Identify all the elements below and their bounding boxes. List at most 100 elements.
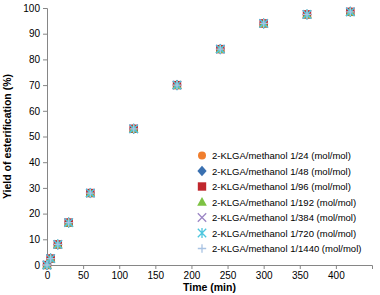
tick-label: 0 bbox=[45, 270, 51, 281]
tick: 300 bbox=[256, 265, 273, 281]
y-axis: 0102030405060708090100 bbox=[23, 3, 47, 271]
legend-label: 2-KLGA/methanol 1/720 (mol/mol) bbox=[212, 228, 356, 239]
legend-label: 2-KLGA/methanol 1/384 (mol/mol) bbox=[212, 212, 356, 223]
tick-mark bbox=[83, 265, 84, 269]
point bbox=[43, 261, 51, 269]
point bbox=[86, 188, 94, 198]
point bbox=[46, 254, 54, 262]
point bbox=[173, 81, 181, 89]
point bbox=[43, 261, 51, 269]
tick: 100 bbox=[111, 265, 128, 281]
legend-symbol bbox=[197, 166, 206, 177]
tick-label: 90 bbox=[29, 28, 41, 39]
point bbox=[64, 217, 73, 228]
tick-label: 60 bbox=[29, 106, 41, 117]
point bbox=[259, 19, 267, 27]
point bbox=[216, 45, 224, 53]
tick-mark bbox=[43, 137, 47, 138]
tick: 70 bbox=[29, 80, 47, 91]
tick-mark bbox=[300, 265, 301, 269]
point bbox=[303, 10, 311, 18]
tick-label: 40 bbox=[29, 157, 41, 168]
point bbox=[173, 80, 181, 90]
legend-label: 2-KLGA/methanol 1/96 (mol/mol) bbox=[212, 181, 351, 192]
point bbox=[173, 81, 181, 89]
legend-symbol bbox=[198, 228, 206, 238]
point bbox=[346, 8, 354, 16]
point bbox=[303, 10, 311, 18]
point bbox=[43, 260, 51, 270]
tick: 100 bbox=[23, 3, 47, 14]
point bbox=[64, 218, 72, 226]
point bbox=[259, 18, 267, 28]
tick-label: 350 bbox=[292, 270, 309, 281]
series bbox=[42, 7, 355, 269]
point bbox=[86, 189, 94, 197]
tick-mark bbox=[155, 265, 156, 269]
point bbox=[129, 124, 137, 134]
tick-mark bbox=[43, 162, 47, 163]
point bbox=[64, 218, 72, 228]
tick-label: 400 bbox=[328, 270, 345, 281]
tick: 40 bbox=[29, 157, 47, 168]
point bbox=[129, 125, 137, 133]
tick-label: 100 bbox=[23, 3, 40, 14]
legend-label: 2-KLGA/methanol 1/1440 (mol/mol) bbox=[212, 243, 361, 254]
tick-mark bbox=[43, 8, 47, 9]
point bbox=[346, 8, 354, 16]
tick: 50 bbox=[78, 265, 90, 281]
point bbox=[53, 239, 62, 250]
legend-item: 2-KLGA/methanol 1/48 (mol/mol) bbox=[197, 166, 350, 177]
tick-label: 300 bbox=[256, 270, 273, 281]
legend-item: 2-KLGA/methanol 1/192 (mol/mol) bbox=[197, 197, 356, 208]
point bbox=[302, 9, 311, 19]
x-axis: 0 50 100 150 200 250 300 350 400 bbox=[45, 265, 373, 281]
point bbox=[346, 8, 354, 16]
plot: 0501001502002503003504000102030405060708… bbox=[23, 3, 372, 281]
tick: 30 bbox=[29, 183, 47, 194]
legend-label: 2-KLGA/methanol 1/192 (mol/mol) bbox=[212, 197, 356, 208]
tick-label: 80 bbox=[29, 54, 41, 65]
legend-item: 2-KLGA/methanol 1/96 (mol/mol) bbox=[198, 181, 351, 192]
tick-mark bbox=[336, 265, 337, 269]
tick: 150 bbox=[147, 265, 164, 281]
tick-mark bbox=[228, 265, 229, 269]
point bbox=[46, 254, 54, 262]
axis-line bbox=[43, 9, 48, 266]
tick-label: 200 bbox=[184, 270, 201, 281]
point bbox=[303, 10, 311, 18]
tick-mark bbox=[43, 188, 47, 189]
legend-item: 2-KLGA/methanol 1/24 (mol/mol) bbox=[198, 150, 351, 161]
tick-mark bbox=[43, 214, 47, 215]
tick: 50 bbox=[29, 131, 47, 142]
legend-symbol bbox=[198, 244, 206, 252]
tick: 250 bbox=[220, 265, 237, 281]
tick-mark bbox=[43, 85, 47, 86]
legend-item: 2-KLGA/methanol 1/720 (mol/mol) bbox=[198, 228, 356, 239]
point bbox=[173, 81, 181, 89]
point bbox=[46, 254, 54, 262]
tick-label: 50 bbox=[78, 270, 90, 281]
legend: 2-KLGA/methanol 1/24 (mol/mol) 2-KLGA/met… bbox=[197, 150, 361, 254]
tick: 60 bbox=[29, 106, 47, 117]
tick-label: 250 bbox=[220, 270, 237, 281]
point bbox=[303, 9, 311, 19]
legend-symbol bbox=[198, 213, 206, 221]
point bbox=[54, 239, 62, 249]
tick-label: 30 bbox=[29, 183, 41, 194]
point bbox=[86, 188, 95, 199]
point bbox=[64, 218, 72, 226]
tick-mark bbox=[43, 34, 47, 35]
tick: 10 bbox=[29, 234, 47, 245]
legend-label: 2-KLGA/methanol 1/24 (mol/mol) bbox=[212, 150, 351, 161]
tick-mark bbox=[119, 265, 120, 269]
point bbox=[54, 240, 62, 248]
point bbox=[259, 19, 267, 27]
point bbox=[346, 7, 354, 17]
point bbox=[129, 125, 137, 133]
axis-line bbox=[48, 266, 373, 270]
legend-symbol bbox=[197, 197, 207, 206]
tick-mark bbox=[43, 239, 47, 240]
chart: 0501001502002503003504000102030405060708… bbox=[0, 0, 380, 295]
tick-label: 0 bbox=[34, 260, 40, 271]
